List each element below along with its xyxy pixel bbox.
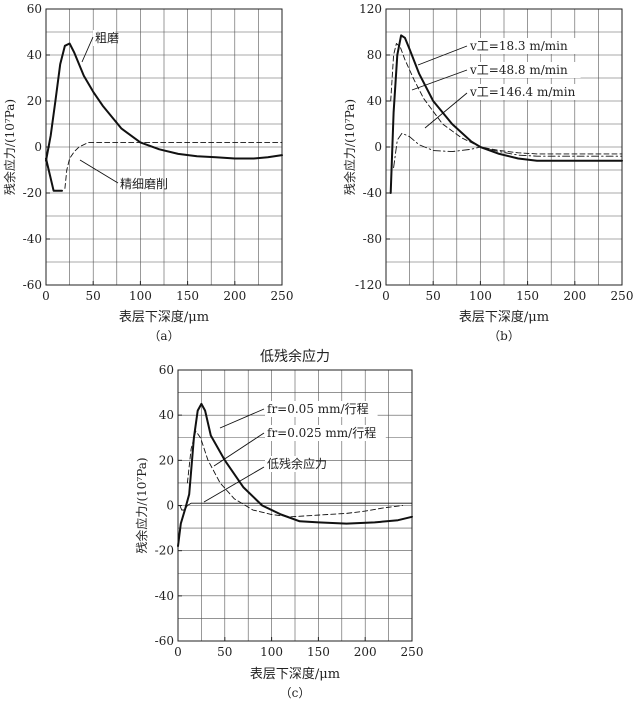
x-tick-label: 250	[401, 645, 424, 659]
x-tick-label: 150	[516, 289, 539, 303]
annotation-leader-line	[219, 408, 265, 429]
y-tick-label: 0	[166, 499, 174, 513]
x-tick-label: 0	[382, 289, 390, 303]
series-annotation: 粗磨	[95, 31, 119, 45]
y-tick-label: -40	[23, 232, 42, 246]
series-annotation: v工=48.8 m/min	[469, 63, 568, 77]
series-line-2	[186, 430, 404, 518]
series-annotation: v工=18.3 m/min	[469, 39, 568, 53]
annotation-leader-line	[411, 69, 468, 91]
annotation-leader-line	[213, 432, 265, 467]
x-tick-label: 250	[611, 289, 634, 303]
y-tick-label: -60	[155, 634, 174, 648]
x-tick-label: 50	[217, 645, 232, 659]
chart-panel-c: 0 50 100 150 200 250 -60 -40 -20 0 20 40 60 表层下深度/μm 残…	[134, 348, 423, 700]
series-line-2	[390, 43, 623, 155]
series-line-3	[45, 157, 63, 192]
series-line-2	[64, 141, 283, 189]
series-line-1	[45, 42, 283, 162]
y-axis-label: 残余应力/(10⁷Pa)	[342, 99, 357, 195]
annotation-background	[265, 456, 312, 472]
x-tick-label: 0	[42, 289, 50, 303]
x-tick-label: 200	[223, 289, 246, 303]
x-axis-label: 表层下深度/μm	[250, 666, 340, 682]
annotation-leader-line	[79, 159, 119, 184]
annotation-background	[468, 84, 589, 100]
x-axis-label: 表层下深度/μm	[459, 309, 549, 325]
annotation-leader-line	[417, 45, 468, 66]
y-tick-label: 20	[159, 453, 174, 467]
x-tick-label: 100	[469, 289, 492, 303]
series-annotation: 精细磨削	[120, 177, 168, 191]
y-tick-label: 0	[374, 140, 382, 154]
y-tick-label: 120	[359, 2, 382, 16]
y-tick-label: -40	[155, 589, 174, 603]
x-tick-label: 100	[260, 645, 283, 659]
x-tick-label: 200	[354, 645, 377, 659]
y-tick-label: -20	[23, 186, 42, 200]
annotation-background	[468, 62, 581, 78]
chart-panel-b: 0 50 100 150 200 250 -120 -80 -40 0 40 80 120 表层下深度/μ…	[342, 2, 633, 343]
annotation-leader-line	[81, 36, 94, 63]
y-tick-label: -120	[355, 278, 382, 292]
x-tick-label: 200	[563, 289, 586, 303]
series-annotation: fr=0.05 mm/行程	[267, 401, 369, 416]
y-tick-label: 80	[367, 48, 382, 62]
x-tick-label: 50	[426, 289, 441, 303]
y-tick-label: 40	[159, 408, 174, 422]
x-axis-label: 表层下深度/μm	[119, 309, 209, 325]
y-tick-label: -20	[155, 544, 174, 558]
annotation-background	[118, 176, 157, 192]
panel-label: （c）	[280, 686, 311, 700]
x-tick-label: 250	[271, 289, 294, 303]
y-tick-label: -40	[363, 186, 382, 200]
annotation-background	[265, 401, 378, 417]
annotation-background	[468, 38, 581, 54]
x-tick-label: 0	[174, 645, 182, 659]
series-annotation: fr=0.025 mm/行程	[267, 425, 376, 440]
y-tick-label: 40	[27, 48, 42, 62]
series-line-1	[177, 402, 413, 548]
y-tick-label: 20	[27, 94, 42, 108]
x-tick-label: 150	[307, 645, 330, 659]
annotation-background	[93, 30, 116, 46]
panel-label: （b）	[488, 329, 520, 343]
y-tick-label: 0	[34, 140, 42, 154]
series-annotation: 低残余应力	[267, 456, 327, 471]
series-annotation: v工=146.4 m/min	[469, 85, 576, 99]
series-line-1	[389, 34, 623, 194]
chart-title: 低残余应力	[260, 348, 330, 365]
x-tick-label: 50	[86, 289, 101, 303]
series-line-3	[179, 502, 413, 511]
x-tick-label: 150	[176, 289, 199, 303]
series-line-3	[393, 132, 623, 169]
panel-label: （a）	[148, 329, 179, 343]
annotation-leader-line	[203, 466, 265, 503]
y-tick-label: -60	[23, 278, 42, 292]
y-tick-label: 60	[159, 363, 174, 377]
annotation-background	[265, 425, 386, 441]
y-tick-label: -80	[363, 232, 382, 246]
annotation-leader-line	[424, 92, 468, 129]
y-tick-label: 40	[367, 94, 382, 108]
y-tick-label: 60	[27, 2, 42, 16]
chart-panel-a: 0 50 100 150 200 250 -60 -40 -20 0 20 40 60 表层下深度/μm 残…	[2, 2, 293, 343]
y-axis-label: 残余应力/(10⁷Pa)	[2, 99, 17, 195]
y-axis-label: 残余应力/(10⁷Pa)	[134, 457, 149, 553]
x-tick-label: 100	[129, 289, 152, 303]
